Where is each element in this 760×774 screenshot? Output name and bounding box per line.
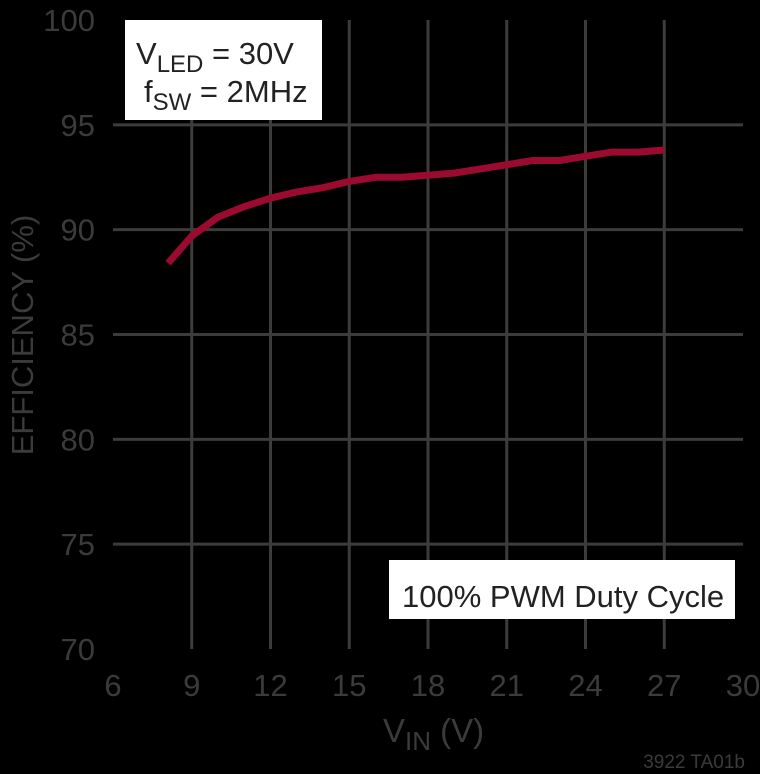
y-tick-labels: 70 75 80 85 90 95 100 [43,3,95,667]
x-tick-label: 18 [411,668,445,703]
y-tick-label: 70 [61,632,95,667]
x-tick-label: 9 [183,668,200,703]
x-tick-label: 24 [568,668,602,703]
x-tick-label: 21 [490,668,524,703]
y-tick-label: 85 [61,318,95,353]
x-tick-label: 12 [253,668,287,703]
pwm-annotation: 100% PWM Duty Cycle [389,560,735,619]
pwm-duty-label: 100% PWM Duty Cycle [402,579,724,614]
y-tick-label: 95 [61,108,95,143]
y-tick-label: 100 [43,3,95,38]
vled-label: VLED = 30V [136,36,294,78]
grid-lines [113,20,743,649]
y-tick-label: 80 [61,422,95,457]
x-tick-labels: 6 9 12 15 18 21 24 27 30 [104,668,760,703]
y-tick-label: 75 [61,527,95,562]
x-tick-label: 30 [726,668,760,703]
x-tick-label: 27 [647,668,681,703]
y-tick-label: 90 [61,213,95,248]
fsw-label: fSW = 2MHz [144,74,308,116]
x-tick-label: 15 [332,668,366,703]
conditions-annotation: VLED = 30V fSW = 2MHz [125,18,322,120]
efficiency-curve [165,146,665,266]
x-axis-label: VIN (V) [383,712,484,756]
x-tick-label: 6 [104,668,121,703]
figure-id: 3922 TA01b [643,752,745,773]
y-axis-label: EFFICIENCY (%) [5,215,40,456]
